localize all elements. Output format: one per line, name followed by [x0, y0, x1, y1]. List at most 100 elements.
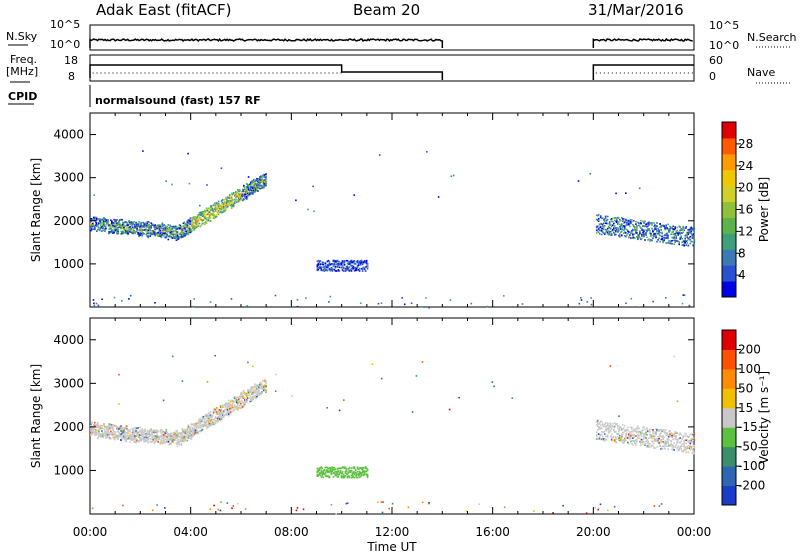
- power-cell: [223, 198, 226, 201]
- velocity-cell: [265, 386, 267, 388]
- velocity-cell: [160, 436, 163, 438]
- power-cell: [356, 260, 359, 262]
- velocity-cell: [256, 393, 258, 395]
- power-cell: [209, 209, 212, 211]
- velocity-cell: [244, 403, 246, 406]
- velocity-cell: [260, 392, 262, 394]
- velocity-cell: [129, 434, 131, 437]
- power-cell: [140, 227, 142, 230]
- power-cell: [613, 228, 615, 231]
- power-cell: [196, 225, 199, 228]
- velocity-cell: [90, 433, 92, 435]
- velocity-cell: [184, 429, 187, 431]
- power-cell: [214, 216, 217, 218]
- power-cell: [623, 222, 625, 224]
- power-cell: [604, 228, 607, 231]
- power-cell: [204, 221, 207, 223]
- velocity-cell: [609, 426, 612, 428]
- power-cell: [654, 226, 656, 228]
- power-cell: [229, 196, 232, 198]
- power-cell: [165, 229, 168, 232]
- velocity-cell: [607, 430, 610, 432]
- velocity-cell: [675, 438, 677, 441]
- power-cell: [363, 267, 366, 270]
- velocity-cell: [220, 416, 223, 418]
- power-colorbar-swatch: [722, 233, 736, 250]
- power-cell: [692, 229, 695, 232]
- velocity-cell: [351, 476, 354, 479]
- power-cell: [116, 231, 118, 234]
- velocity-cell: [136, 431, 138, 434]
- velocity-cell: [644, 436, 646, 438]
- power-cell: [346, 267, 349, 270]
- velocity-cell: [114, 432, 116, 434]
- velocity-cell: [222, 405, 225, 407]
- velocity-cell: [245, 394, 247, 396]
- velocity-cell: [109, 432, 111, 435]
- power-cell: [660, 238, 662, 241]
- velocity-cell: [190, 424, 193, 426]
- power-cell: [316, 269, 319, 272]
- velocity-cell: [339, 469, 342, 472]
- velocity-cell: [241, 396, 243, 399]
- power-cell: [104, 220, 106, 222]
- velocity-cell: [625, 428, 627, 431]
- power-cell: [180, 232, 183, 234]
- power-cell: [193, 228, 196, 231]
- power-cell: [135, 226, 137, 228]
- power-cell: [239, 194, 241, 196]
- power-cell: [136, 223, 138, 226]
- power-cell: [349, 264, 352, 266]
- velocity-cell: [254, 383, 256, 386]
- power-cell: [338, 270, 341, 272]
- power-cell: [663, 237, 665, 239]
- velocity-cell: [601, 437, 604, 440]
- power-cell: [333, 259, 336, 262]
- velocity-cell: [155, 437, 157, 439]
- velocity-cell: [124, 432, 126, 435]
- power-cell: [341, 262, 344, 264]
- velocity-cell: [181, 435, 184, 438]
- velocity-cell: [259, 385, 261, 388]
- power-cell: [632, 235, 634, 237]
- power-cell: [252, 192, 254, 195]
- velocity-cell: [331, 468, 334, 471]
- power-cell: [246, 197, 248, 200]
- power-cell: [149, 233, 151, 235]
- velocity-cell: [109, 427, 111, 430]
- velocity-cell: [642, 429, 644, 431]
- velocity-cell: [242, 395, 244, 398]
- y-tick-label: 3000: [53, 171, 84, 185]
- velocity-cell: [122, 434, 124, 436]
- velocity-cell: [177, 441, 180, 443]
- power-cell: [158, 235, 161, 237]
- power-cell: [208, 213, 211, 216]
- velocity-cell: [100, 433, 102, 435]
- power-cell: [164, 229, 167, 231]
- velocity-cell: [647, 440, 649, 442]
- power-cell: [111, 228, 113, 231]
- velocity-cell: [634, 442, 636, 445]
- power-cell: [358, 261, 361, 263]
- power-cell: [167, 224, 170, 226]
- power-cell: [661, 238, 663, 241]
- velocity-cell: [217, 411, 220, 413]
- velocity-cell: [194, 433, 197, 435]
- velocity-cell: [254, 391, 256, 393]
- velocity-cell: [243, 404, 245, 407]
- power-cell: [216, 203, 219, 206]
- power-cell: [224, 209, 227, 211]
- power-cell: [616, 218, 618, 221]
- velocity-cell: [671, 432, 673, 435]
- power-cell: [618, 221, 620, 223]
- velocity-cell: [221, 412, 224, 415]
- power-cell: [196, 215, 199, 218]
- power-cell: [159, 232, 162, 234]
- velocity-cell: [110, 430, 112, 432]
- power-cell: [105, 219, 107, 222]
- velocity-cell: [657, 429, 659, 431]
- velocity-cell: [351, 475, 354, 478]
- velocity-cell: [216, 420, 219, 422]
- power-cell: [141, 233, 143, 236]
- velocity-cell: [337, 474, 340, 476]
